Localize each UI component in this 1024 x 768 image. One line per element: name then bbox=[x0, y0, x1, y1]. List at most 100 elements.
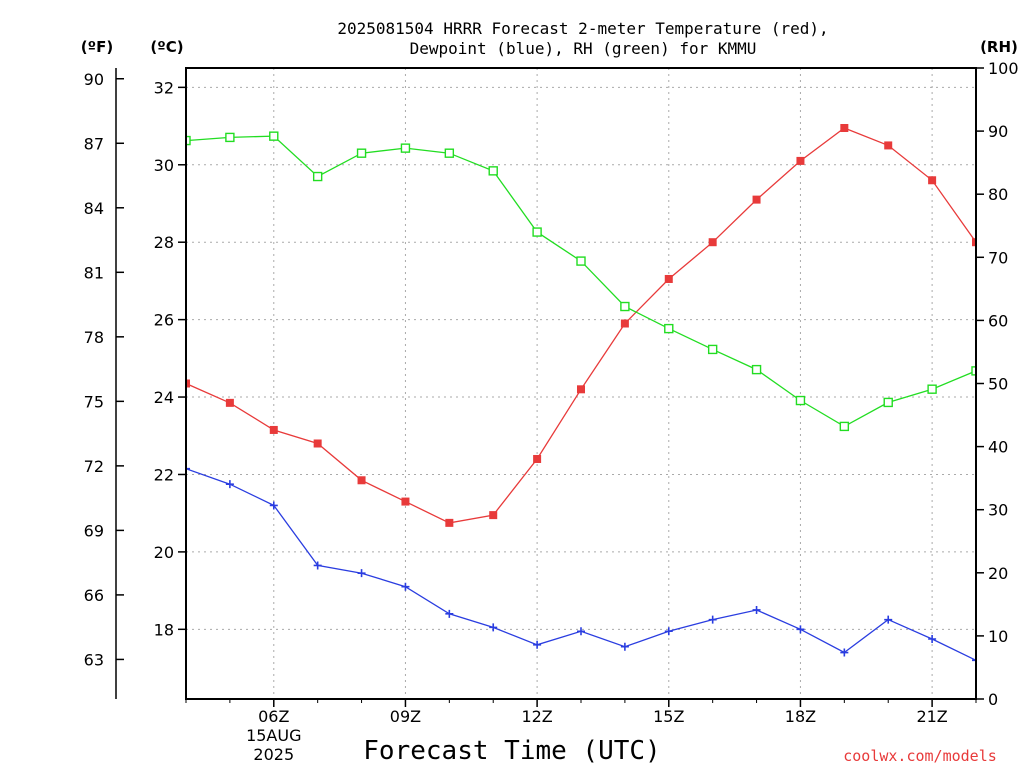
fahrenheit-tick-label: 90 bbox=[84, 70, 104, 89]
temperature-point bbox=[884, 141, 893, 150]
rh-tick-label: 90 bbox=[988, 122, 1008, 141]
rh-tick-label: 10 bbox=[988, 627, 1008, 646]
rh-tick-label: 70 bbox=[988, 248, 1008, 267]
rh-tick-label: 100 bbox=[988, 59, 1019, 78]
rh-point bbox=[576, 256, 586, 266]
dewpoint-point bbox=[269, 501, 278, 510]
celsius-tick-label: 32 bbox=[154, 78, 174, 97]
dewpoint-point bbox=[664, 627, 673, 636]
rh-point bbox=[488, 166, 498, 176]
temperature-point bbox=[533, 454, 542, 463]
rh-point bbox=[883, 397, 893, 408]
rh-tick-label: 20 bbox=[988, 564, 1008, 583]
temperature-point bbox=[313, 439, 322, 448]
fahrenheit-tick-label: 84 bbox=[84, 199, 104, 218]
axes-layer: 18 20 22 24 26 28 30 32 63 66 69 72 75 78 81 84 87 90 0 10 2… bbox=[84, 59, 1019, 764]
dewpoint-point bbox=[313, 561, 322, 570]
celsius-tick-label: 22 bbox=[154, 465, 174, 484]
rh-point bbox=[971, 366, 976, 376]
rh-tick-label: 60 bbox=[988, 311, 1008, 330]
series-group bbox=[186, 124, 976, 665]
celsius-tick-label: 18 bbox=[154, 620, 174, 639]
fahrenheit-tick-label: 66 bbox=[84, 586, 104, 605]
fahrenheit-tick-label: 81 bbox=[84, 263, 104, 282]
temperature-point bbox=[225, 398, 234, 407]
temperature-point bbox=[445, 518, 454, 527]
temperature-point bbox=[186, 379, 190, 388]
rh-point bbox=[225, 132, 235, 143]
celsius-tick-label: 24 bbox=[154, 388, 174, 407]
dewpoint-point bbox=[225, 480, 234, 489]
fahrenheit-tick-label: 75 bbox=[84, 392, 104, 411]
rh-point bbox=[751, 364, 762, 375]
rh-tick-label: 40 bbox=[988, 438, 1008, 457]
temperature-point bbox=[928, 176, 937, 185]
dewpoint-point bbox=[752, 605, 761, 614]
temperature-point bbox=[620, 319, 629, 328]
temperature-point bbox=[840, 124, 849, 133]
rh-point bbox=[186, 135, 191, 146]
plot-frame bbox=[185, 67, 977, 700]
chart-title-line1: 2025081504 HRRR Forecast 2-meter Tempera… bbox=[337, 19, 828, 38]
rh-point bbox=[532, 227, 542, 237]
dewpoint-point bbox=[928, 634, 937, 643]
temperature-point bbox=[796, 156, 805, 165]
x-tick-label: 15Z bbox=[653, 707, 684, 726]
x-tick-label: 06Z bbox=[258, 707, 289, 726]
x-axis-title: Forecast Time (UTC) bbox=[363, 736, 660, 766]
celsius-tick-label: 28 bbox=[154, 233, 174, 252]
temperature-point bbox=[489, 511, 498, 520]
fahrenheit-tick-label: 69 bbox=[84, 521, 104, 540]
rh-unit-label: (RH) bbox=[980, 38, 1018, 56]
rh-point bbox=[312, 171, 323, 182]
dewpoint-point bbox=[620, 642, 629, 651]
dewpoint-point bbox=[445, 609, 454, 618]
temperature-point bbox=[401, 497, 410, 506]
x-tick-date-label: 15AUG bbox=[246, 726, 301, 745]
temperature-point bbox=[269, 425, 278, 434]
dewpoint-point bbox=[796, 625, 805, 634]
temperature-point bbox=[664, 274, 673, 283]
temperature-point bbox=[972, 238, 976, 247]
celsius-tick-label: 30 bbox=[154, 156, 174, 175]
fahrenheit-tick-label: 78 bbox=[84, 328, 104, 347]
rh-line bbox=[186, 135, 976, 428]
x-tick-label: 12Z bbox=[521, 707, 552, 726]
dewpoint-point bbox=[533, 640, 542, 649]
rh-tick-label: 30 bbox=[988, 501, 1008, 520]
x-tick-year-label: 2025 bbox=[253, 745, 294, 764]
dewpoint-point bbox=[840, 648, 849, 657]
rh-point bbox=[356, 148, 367, 158]
fahrenheit-tick-label: 87 bbox=[84, 134, 104, 153]
rh-tick-label: 50 bbox=[988, 375, 1008, 394]
temperature-point bbox=[752, 195, 761, 204]
rh-point bbox=[444, 148, 455, 158]
rh-tick-label: 0 bbox=[988, 690, 998, 709]
temperature-point bbox=[708, 238, 717, 247]
fahrenheit-unit-label: (ºF) bbox=[81, 38, 113, 56]
rh-point bbox=[664, 323, 674, 334]
celsius-tick-label: 26 bbox=[154, 311, 174, 330]
x-tick-label: 18Z bbox=[785, 707, 816, 726]
credit-text: coolwx.com/models bbox=[843, 747, 997, 765]
celsius-tick-label: 20 bbox=[154, 543, 174, 562]
dewpoint-point bbox=[577, 627, 585, 636]
rh-point bbox=[795, 395, 806, 406]
celsius-unit-label: (ºC) bbox=[150, 38, 183, 56]
rh-point bbox=[269, 131, 279, 141]
rh-point bbox=[620, 301, 630, 312]
x-tick-label: 09Z bbox=[390, 707, 421, 726]
temperature-point bbox=[357, 476, 366, 485]
rh-point bbox=[927, 384, 937, 394]
fahrenheit-tick-label: 63 bbox=[84, 650, 104, 669]
rh-point bbox=[707, 344, 718, 355]
temperature-point bbox=[577, 385, 585, 394]
dewpoint-point bbox=[884, 615, 893, 624]
fahrenheit-tick-label: 72 bbox=[84, 457, 104, 476]
series-layer bbox=[186, 124, 976, 665]
grid-lines bbox=[186, 68, 976, 699]
rh-tick-label: 80 bbox=[988, 185, 1008, 204]
chart-title-line2: Dewpoint (blue), RH (green) for KMMU bbox=[410, 39, 757, 58]
temperature-line bbox=[186, 127, 976, 524]
